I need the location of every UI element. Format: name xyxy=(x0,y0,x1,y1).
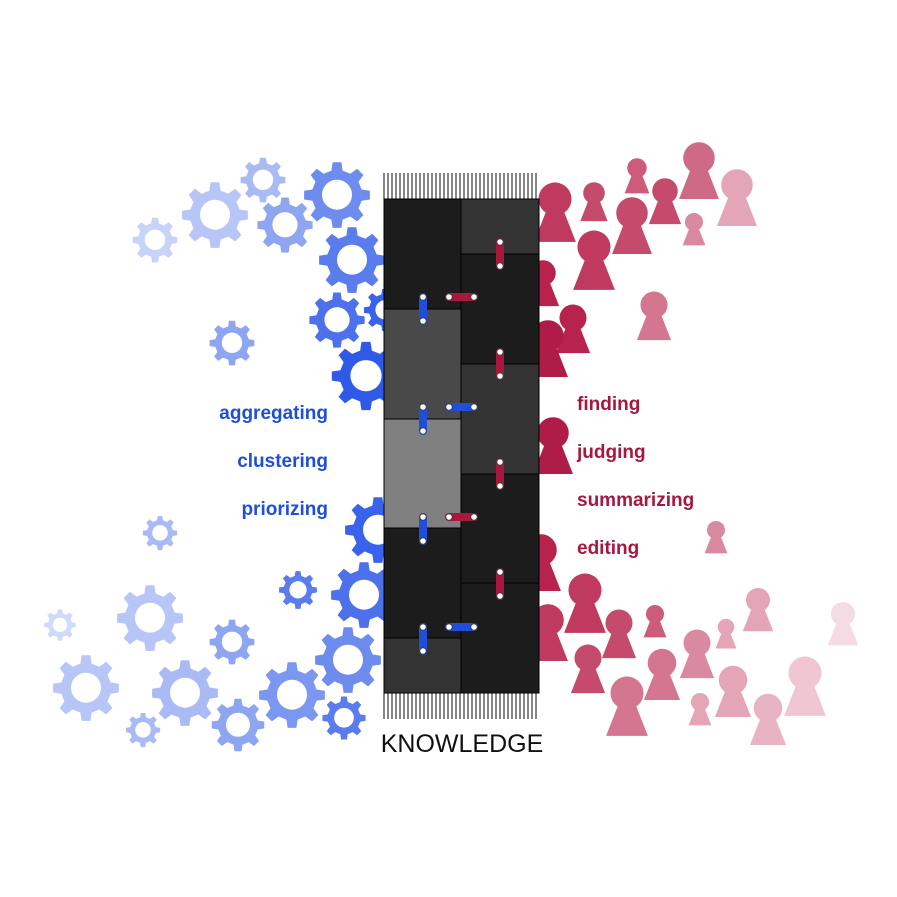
label-judging: judging xyxy=(576,442,646,463)
label-finding: finding xyxy=(577,394,640,415)
person-icon xyxy=(688,693,712,726)
gear-icon xyxy=(182,182,248,248)
knowledge-block xyxy=(383,198,540,694)
person-icon xyxy=(714,665,752,718)
gear-icon xyxy=(211,698,265,752)
gear-icon xyxy=(259,662,325,728)
gear-icon xyxy=(152,660,218,726)
gear-icon xyxy=(309,292,365,348)
person-icon xyxy=(570,644,606,694)
gear-icon xyxy=(240,157,286,203)
gear-icon xyxy=(319,227,385,293)
blue-stitch xyxy=(419,293,427,325)
label-summarizing: summarizing xyxy=(577,490,694,511)
person-icon xyxy=(606,676,648,736)
person-icon xyxy=(715,618,737,649)
block-tile xyxy=(460,363,540,475)
knowledge-title: KNOWLEDGE xyxy=(381,730,544,758)
gear-icon xyxy=(257,197,313,253)
label-clustering: clustering xyxy=(237,451,328,472)
red-stitch xyxy=(496,458,504,490)
person-icon xyxy=(749,693,787,746)
block-tile xyxy=(383,308,462,420)
block-tile xyxy=(460,253,540,365)
person-icon xyxy=(682,213,706,246)
person-icon xyxy=(612,197,652,254)
gear-cluster xyxy=(44,157,411,752)
person-icon xyxy=(827,602,859,646)
fringe-top xyxy=(383,173,537,199)
gear-icon xyxy=(132,217,178,263)
blue-stitch xyxy=(419,403,427,435)
people-cluster xyxy=(521,142,859,746)
fringe-bottom xyxy=(383,693,537,719)
stitches xyxy=(419,238,504,655)
gear-icon xyxy=(125,712,161,748)
person-icon xyxy=(643,648,681,701)
label-aggregating: aggregating xyxy=(219,403,328,424)
red-stitch xyxy=(496,348,504,380)
gear-icon xyxy=(142,515,178,551)
gear-icon xyxy=(44,609,76,641)
person-icon xyxy=(624,158,650,194)
gear-icon xyxy=(117,585,183,651)
blue-stitch xyxy=(419,513,427,545)
block-tile xyxy=(383,198,462,310)
red-stitch xyxy=(445,513,478,521)
person-icon xyxy=(636,291,672,341)
person-icon xyxy=(679,142,719,199)
person-icon xyxy=(648,178,682,225)
person-icon xyxy=(784,656,826,716)
blue-stitch xyxy=(419,623,427,655)
blue-stitch xyxy=(445,623,478,631)
block-tile xyxy=(460,473,540,584)
gear-icon xyxy=(279,571,317,609)
red-stitch xyxy=(496,568,504,600)
person-icon xyxy=(573,230,615,290)
person-icon xyxy=(580,182,608,222)
gear-icon xyxy=(322,696,366,740)
gear-icon xyxy=(209,619,255,665)
gear-icon xyxy=(209,320,255,366)
label-priorizing: priorizing xyxy=(241,499,328,520)
person-icon xyxy=(643,605,667,638)
blue-stitch xyxy=(445,403,478,411)
gear-icon xyxy=(304,162,370,228)
person-icon xyxy=(534,182,576,242)
person-icon xyxy=(717,169,757,226)
red-stitch xyxy=(496,238,504,270)
person-icon xyxy=(704,521,728,554)
person-icon xyxy=(742,588,774,632)
label-editing: editing xyxy=(577,538,639,559)
person-icon xyxy=(601,609,637,659)
person-icon xyxy=(679,629,715,679)
gear-icon xyxy=(53,655,119,721)
block-tile xyxy=(383,527,462,639)
red-stitch xyxy=(445,293,478,301)
gear-icon xyxy=(315,627,381,693)
person-icon xyxy=(564,573,606,633)
block-tile xyxy=(383,418,462,529)
